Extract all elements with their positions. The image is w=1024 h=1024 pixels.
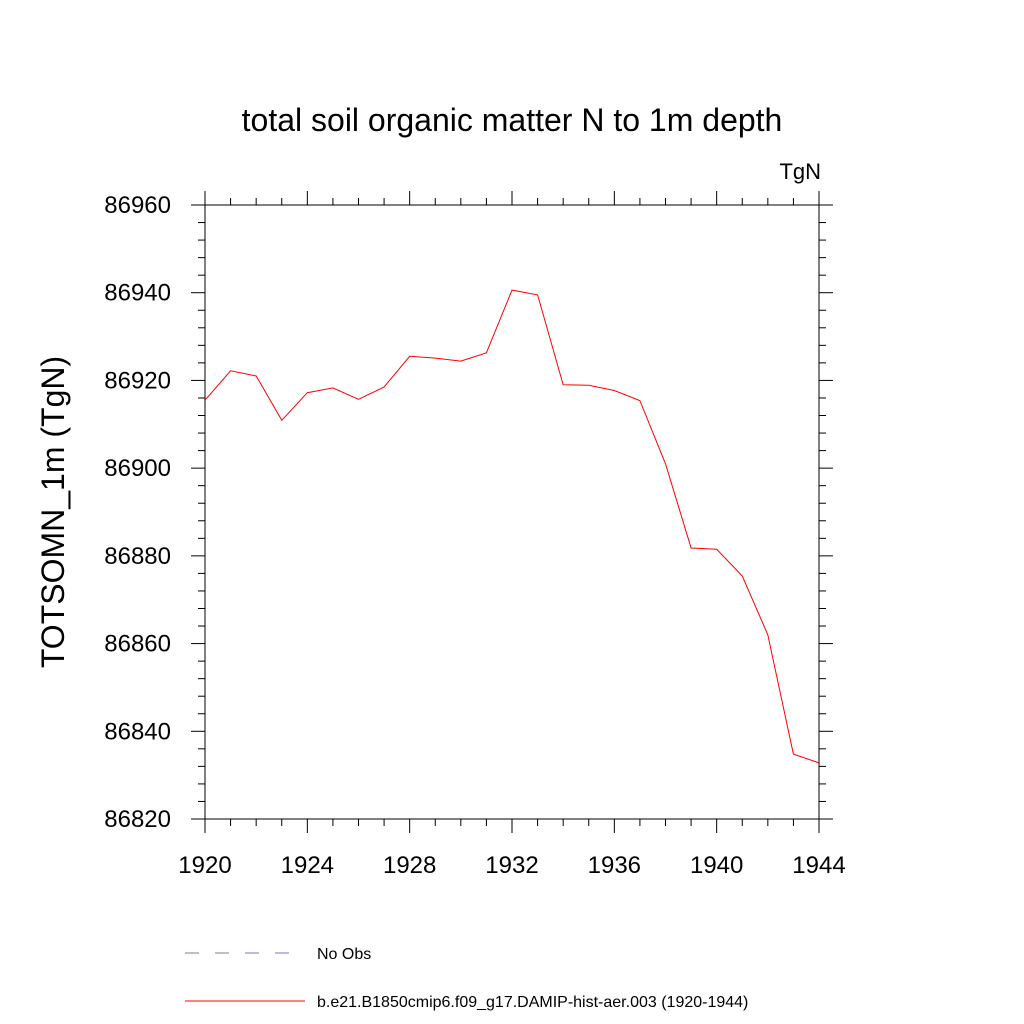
y-tick-label: 86820 <box>104 806 171 833</box>
x-tick-label: 1944 <box>792 852 845 879</box>
chart-title: total soil organic matter N to 1m depth <box>242 102 783 138</box>
y-tick-label: 86940 <box>104 280 171 307</box>
plot-frame <box>204 204 820 820</box>
units-label: TgN <box>779 159 821 184</box>
legend-label-no-obs: No Obs <box>317 946 371 963</box>
legend-label-model: b.e21.B1850cmip6.f09_g17.DAMIP-hist-aer.… <box>317 994 748 1011</box>
x-tick-label: 1936 <box>588 852 641 879</box>
x-tick-label: 1920 <box>178 852 231 879</box>
y-axis-title: TOTSOMN_1m (TgN) <box>35 356 71 668</box>
y-tick-label: 86900 <box>104 455 171 482</box>
y-tick-label: 86880 <box>104 543 171 570</box>
y-tick-label: 86920 <box>104 367 171 394</box>
series-line-model <box>204 289 820 764</box>
x-tick-labels: 1920 1924 1928 1932 1936 1940 1944 <box>178 852 845 879</box>
y-tick-label: 86960 <box>104 192 171 219</box>
series-lines <box>204 289 820 764</box>
x-tick-label: 1928 <box>383 852 436 879</box>
y-tick-labels: 86820 86840 86860 86880 86900 86920 86940 86960 <box>104 192 171 833</box>
y-tick-label: 86860 <box>104 631 171 658</box>
x-tick-label: 1940 <box>690 852 743 879</box>
x-tick-label: 1924 <box>281 852 334 879</box>
y-tick-label: 86840 <box>104 718 171 745</box>
axis-ticks <box>191 191 833 833</box>
legend: No Obs b.e21.B1850cmip6.f09_g17.DAMIP-hi… <box>185 946 748 1011</box>
x-tick-label: 1932 <box>485 852 538 879</box>
